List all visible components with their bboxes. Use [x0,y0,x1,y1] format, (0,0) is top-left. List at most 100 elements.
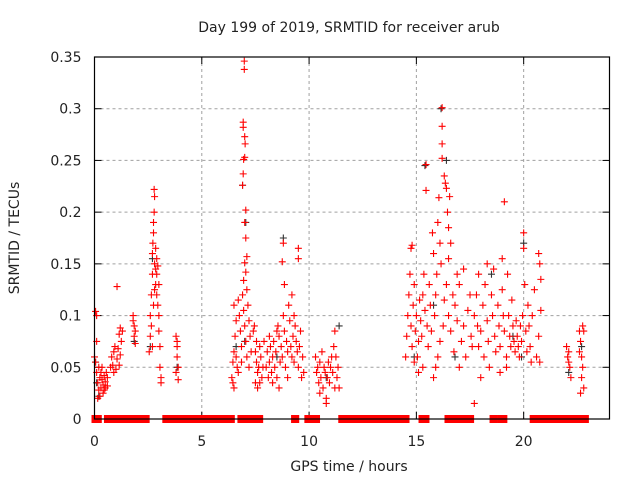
data-point-red [274,322,282,330]
data-point-red [240,65,248,73]
data-point-red [577,389,585,397]
data-point-red [408,343,416,351]
data-point-red [491,332,499,340]
data-point-red [148,250,156,258]
data-point-red [277,343,285,351]
data-point-red [579,322,587,330]
data-point-red [427,327,435,335]
data-point-red [565,348,573,356]
data-point-red [230,384,238,392]
data-point-red [450,348,458,356]
data-point-red [442,184,450,192]
data-point-red [417,317,425,325]
data-point-red [156,363,164,371]
data-point-red [241,259,249,267]
data-point-red [94,379,102,387]
data-point-red [240,155,248,163]
data-point-red [498,255,506,263]
data-point-red [423,322,431,330]
data-point-red [533,353,541,361]
data-point-red [289,332,297,340]
data-point-red [535,332,543,340]
data-point-red [460,265,468,273]
data-point-red [406,270,414,278]
plot-frame [93,56,611,420]
data-point-red [419,363,427,371]
data-point-red [150,185,158,193]
data-point-red [467,332,475,340]
data-point-red [475,343,483,351]
data-point-red [432,363,440,371]
data-point-red [528,312,536,320]
data-point-red [229,379,237,387]
data-point-red [173,337,181,345]
data-point-red [114,345,122,353]
data-point-red [242,234,250,242]
data-point-red [332,353,340,361]
data-point-red [494,301,502,309]
data-point-red [240,306,248,314]
data-point-red [231,332,239,340]
data-point-red [418,332,426,340]
data-point-red [260,337,268,345]
data-point-red [298,374,306,382]
data-point-red [415,337,423,345]
data-point-red [149,239,157,247]
data-point-red [445,255,453,263]
data-point-red [279,239,287,247]
data-point-red [455,281,463,289]
data-point-red [516,322,524,330]
data-point-red [315,379,323,387]
data-point-red [453,270,461,278]
data-point-red [413,353,421,361]
data-point-red [290,312,298,320]
data-point-red [295,343,303,351]
data-point-red [243,286,251,294]
data-point-red [506,332,514,340]
data-point-red [500,327,508,335]
data-point-red [409,301,417,309]
data-point-red [293,348,301,356]
data-point-red [300,368,308,376]
data-point-red [151,193,159,201]
data-point-red [283,337,291,345]
data-point-red [287,343,295,351]
data-point-red [496,368,504,376]
data-point-red [434,353,442,361]
data-point-red [113,355,121,363]
data-point-red [150,229,158,237]
data-point-red [156,343,164,351]
data-point-red [99,389,107,397]
data-point-black [578,343,586,351]
data-point-red [433,270,441,278]
data-point-red [321,368,329,376]
data-point-red [468,343,476,351]
data-point-red [331,327,339,335]
y-tick-label: 0.25 [50,153,81,169]
data-point-red [117,337,125,345]
data-point-red [327,363,335,371]
data-point-red [228,374,236,382]
y-tick-label: 0 [73,412,82,428]
data-point-red [475,270,483,278]
data-point-red [286,317,294,325]
data-point-red [100,386,108,394]
data-point-red [519,312,527,320]
chart-title: Day 199 of 2019, SRMTID for receiver aru… [198,20,500,36]
data-point-red [281,363,289,371]
data-point-red [536,260,544,268]
data-point-red [291,322,299,330]
data-point-red [280,281,288,289]
data-point-red [232,353,240,361]
data-point-red [455,363,463,371]
data-point-red [333,374,341,382]
data-point-red [503,363,510,371]
data-point-red [436,239,444,247]
data-point-red [153,291,161,299]
data-point-red [460,322,468,330]
data-point-red [329,368,337,376]
axis-ticks: 0 0.05 0.1 0.15 0.2 0.25 0.3 0.35 0 5 10 15 20 [50,50,610,450]
data-point-red [430,374,438,382]
data-point-red [173,353,181,361]
data-point-red [518,337,526,345]
